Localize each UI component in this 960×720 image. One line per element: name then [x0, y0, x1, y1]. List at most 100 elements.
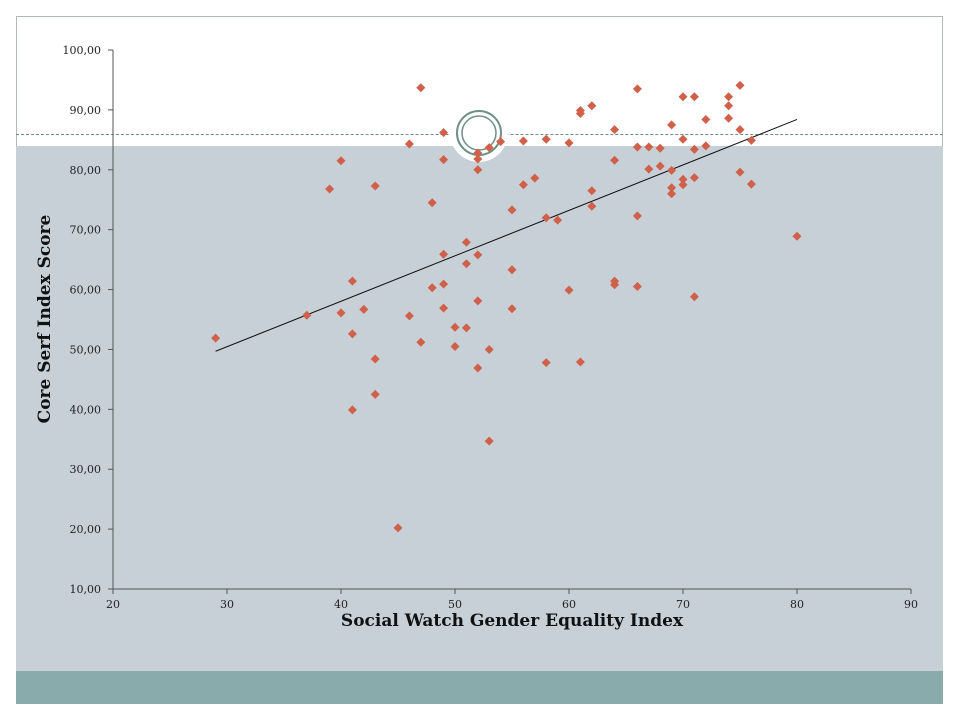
- data-point: [678, 134, 688, 144]
- data-point: [507, 304, 517, 314]
- data-point: [484, 143, 494, 153]
- y-tick-label: 70,00: [70, 224, 102, 237]
- data-point: [610, 280, 620, 290]
- x-axis-title: Social Watch Gender Equality Index: [341, 611, 684, 631]
- data-point: [553, 215, 563, 225]
- data-point: [484, 436, 494, 446]
- data-point: [507, 205, 517, 215]
- y-tick-label: 90,00: [70, 104, 102, 117]
- data-point: [302, 310, 312, 320]
- data-point: [439, 279, 449, 289]
- x-tick-label: 70: [676, 598, 690, 611]
- data-point: [735, 125, 745, 135]
- data-point: [724, 92, 734, 102]
- data-point: [473, 363, 483, 373]
- data-point: [689, 144, 699, 154]
- data-point: [370, 181, 380, 191]
- x-tick-label: 80: [790, 598, 804, 611]
- x-tick-label: 30: [220, 598, 234, 611]
- data-point: [564, 285, 574, 295]
- data-point: [473, 154, 483, 164]
- data-point: [473, 250, 483, 260]
- data-point: [416, 83, 426, 93]
- data-point: [689, 92, 699, 102]
- data-point: [667, 183, 677, 193]
- data-point: [507, 265, 517, 275]
- y-axis-ticks: 10,00 20,00 30,00 40,00 50,00 60,00 70,00 80,00…: [63, 44, 113, 596]
- data-point: [564, 138, 574, 148]
- data-point: [724, 101, 734, 111]
- data-point: [336, 308, 346, 318]
- data-point: [587, 101, 597, 111]
- data-point: [644, 164, 654, 174]
- y-tick-label: 30,00: [70, 463, 102, 476]
- data-point: [473, 165, 483, 175]
- data-point: [541, 213, 551, 223]
- x-tick-label: 60: [562, 598, 576, 611]
- y-tick-label: 100,00: [63, 44, 102, 57]
- data-point: [518, 136, 528, 146]
- data-point: [461, 323, 471, 333]
- data-point: [678, 92, 688, 102]
- data-point: [416, 337, 426, 347]
- y-tick-label: 40,00: [70, 403, 102, 416]
- data-point: [473, 296, 483, 306]
- data-point: [735, 167, 745, 177]
- data-point: [667, 165, 677, 175]
- y-tick-label: 80,00: [70, 164, 102, 177]
- x-axis-ticks: 20 30 40 50 60 70 80 90: [106, 589, 918, 611]
- data-point: [746, 135, 756, 145]
- data-point: [644, 142, 654, 152]
- data-point: [701, 141, 711, 151]
- y-axis-title: Core Serf Index Score: [35, 214, 55, 423]
- data-point: [610, 125, 620, 135]
- data-point: [735, 80, 745, 90]
- data-point: [610, 155, 620, 165]
- data-point: [655, 143, 665, 153]
- data-point: [587, 186, 597, 196]
- data-point: [404, 311, 414, 321]
- y-tick-label: 60,00: [70, 284, 102, 297]
- data-point: [792, 231, 802, 241]
- data-point: [575, 108, 585, 118]
- data-point: [575, 357, 585, 367]
- data-point: [541, 358, 551, 368]
- data-point: [667, 189, 677, 199]
- content-band: [16, 146, 943, 671]
- data-point: [370, 354, 380, 364]
- data-point: [370, 389, 380, 399]
- data-point: [689, 292, 699, 302]
- data-point: [439, 249, 449, 259]
- y-tick-label: 20,00: [70, 523, 102, 536]
- footer-band: [16, 671, 943, 704]
- data-point: [336, 156, 346, 166]
- data-point: [496, 137, 506, 147]
- data-point: [450, 341, 460, 351]
- data-point: [724, 113, 734, 123]
- data-point: [347, 405, 357, 415]
- data-point: [347, 276, 357, 286]
- data-point: [359, 304, 369, 314]
- data-point: [632, 282, 642, 292]
- data-point: [518, 180, 528, 190]
- y-tick-label: 10,00: [70, 583, 102, 596]
- data-point: [655, 161, 665, 171]
- data-point: [530, 173, 540, 183]
- trendline: [215, 119, 798, 352]
- data-point: [473, 148, 483, 158]
- trendline-group: [215, 119, 798, 352]
- data-point: [587, 201, 597, 211]
- data-point: [678, 174, 688, 184]
- data-points: [211, 80, 802, 533]
- data-point: [667, 120, 677, 130]
- data-point: [461, 237, 471, 247]
- data-point: [439, 303, 449, 313]
- x-tick-label: 50: [448, 598, 462, 611]
- data-point: [701, 114, 711, 124]
- data-point: [632, 142, 642, 152]
- data-point: [427, 283, 437, 293]
- x-tick-label: 40: [334, 598, 348, 611]
- data-point: [211, 333, 221, 343]
- data-point: [325, 184, 335, 194]
